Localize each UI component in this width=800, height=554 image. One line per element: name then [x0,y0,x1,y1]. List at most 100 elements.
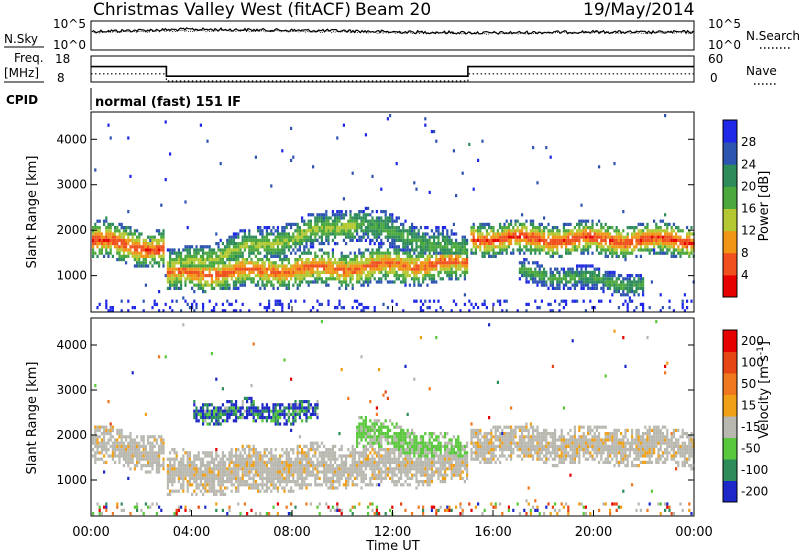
heatmap-cell [426,232,429,236]
heatmap-cell [672,248,675,252]
heatmap-cell [122,248,125,252]
heatmap-cell [188,483,191,487]
heatmap-cell [331,213,334,217]
heatmap-cell [631,286,634,290]
heatmap-cell [237,486,240,490]
heatmap-cell [415,274,418,278]
heatmap-cell [301,464,304,468]
heatmap-cell [252,416,255,420]
heatmap-cell [411,232,414,236]
heatmap-cell [320,302,323,306]
heatmap-cell [279,254,282,258]
heatmap-cell [268,409,271,413]
heatmap-cell [195,406,198,410]
heatmap-cell [455,274,458,278]
heatmap-cell [340,264,343,268]
heatmap-cell [259,238,262,242]
heatmap-cell [604,277,607,281]
heatmap-cell [538,226,541,230]
heatmap-cell [243,448,246,452]
heatmap-cell [433,264,436,268]
heatmap-cell [243,460,246,464]
heatmap-cell [455,302,458,306]
heatmap-cell [595,274,598,278]
heatmap-cell [301,229,304,233]
heatmap-cell [327,219,330,223]
heatmap-cell [98,219,101,223]
heatmap-cell [470,238,473,242]
heatmap-cell [186,460,189,464]
heatmap-cell [435,139,438,143]
heatmap-cell [100,441,103,445]
heatmap-cell [382,219,385,223]
heatmap-cell [261,274,264,278]
heatmap-cell [576,229,579,233]
heatmap-cell [210,416,213,420]
heatmap-cell [120,299,123,303]
heatmap-cell [485,242,488,246]
heatmap-cell [562,286,565,290]
heatmap-cell [105,242,108,246]
heatmap-cell [523,270,526,274]
heatmap-cell [540,274,543,278]
heatmap-cell [279,409,282,413]
heatmap-cell [268,277,271,281]
heatmap-cell [138,242,141,246]
heatmap-cell [261,460,264,464]
heatmap-cell [120,438,123,442]
heatmap-cell [296,226,299,230]
heatmap-cell [325,229,328,233]
heatmap-cell [323,267,326,271]
heatmap-cell [199,283,202,287]
heatmap-cell [329,274,332,278]
heatmap-cell [243,258,246,262]
heatmap-cell [261,467,264,471]
heatmap-cell [620,245,623,249]
heatmap-cell [204,451,207,455]
heatmap-cell [455,267,458,271]
heatmap-cell [276,464,279,468]
heatmap-cell [560,245,563,249]
heatmap-cell [232,242,235,246]
heatmap-cell [686,251,689,255]
heatmap-cell [415,270,418,274]
heatmap-cell [558,254,561,258]
heatmap-cell [147,254,150,258]
heatmap-cell [628,296,631,300]
heatmap-cell [298,435,301,439]
heatmap-cell [681,299,684,303]
heatmap-cell [237,489,240,493]
heatmap-cell [265,406,268,410]
heatmap-cell [404,229,407,233]
heatmap-cell [279,283,282,287]
heatmap-cell [613,238,616,242]
heatmap-cell [270,448,273,452]
heatmap-cell [580,264,583,268]
heatmap-cell [133,251,136,255]
heatmap-cell [164,355,167,359]
heatmap-cell [111,242,114,246]
heatmap-cell [351,226,354,230]
heatmap-cell [318,277,321,281]
heatmap-cell [631,251,634,255]
heatmap-cell [144,502,147,506]
heatmap-cell [191,492,194,496]
heatmap-cell [195,416,198,420]
heatmap-cell [639,277,642,281]
heatmap-cell [631,299,634,303]
heatmap-cell [342,280,345,284]
heatmap-cell [406,251,409,255]
heatmap-cell [602,235,605,239]
heatmap-cell [188,280,191,284]
heatmap-cell [228,302,231,306]
heatmap-cell [622,248,625,252]
heatmap-cell [186,270,189,274]
heatmap-cell [257,245,260,249]
heatmap-cell [411,242,414,246]
heatmap-cell [250,384,253,388]
heatmap-cell [455,238,458,242]
heatmap-cell [98,238,101,242]
heatmap-cell [525,238,528,242]
heatmap-cell [265,251,268,255]
heatmap-cell [309,473,312,477]
